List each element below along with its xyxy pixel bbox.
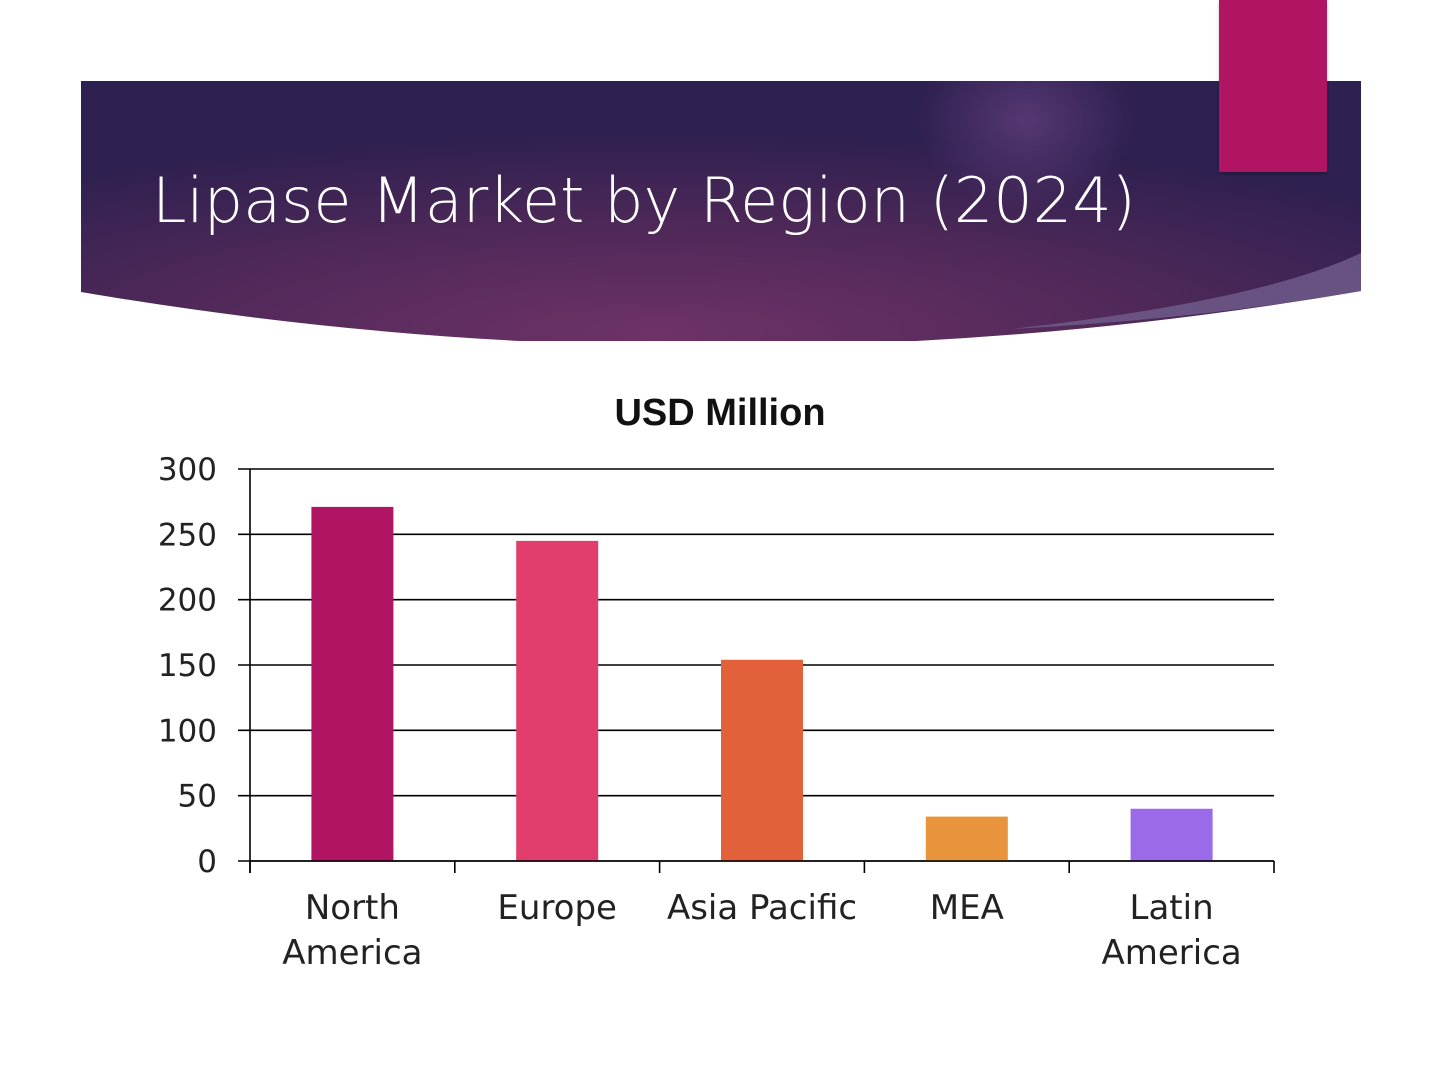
x-category-label: Asia Pacific (667, 888, 857, 928)
x-category-label-line: Asia Pacific (667, 888, 857, 928)
x-category-label-line: North (305, 888, 400, 928)
x-category-label: North America (282, 888, 422, 973)
y-tick-label: 250 (158, 517, 217, 553)
axes (249, 469, 1275, 873)
slide-title: Lipase Market by Region (2024) (152, 164, 1136, 237)
x-category-label-line: Europe (497, 888, 617, 928)
x-category-label: Latin America (1101, 888, 1241, 973)
x-category-label-line: America (1101, 933, 1241, 973)
x-category-label-line: America (282, 933, 422, 973)
title-banner (81, 81, 1361, 341)
bar-asia-pacific (721, 659, 803, 861)
y-tick-label: 200 (158, 583, 217, 619)
bar-europe (516, 540, 599, 861)
x-category-label: MEA (930, 888, 1004, 928)
bar-north-america (311, 506, 394, 861)
labels: 0 50 100 150 200 250 300 North America Europe Asia… (158, 452, 1242, 973)
x-category-label-line: MEA (930, 888, 1004, 928)
bar-latin-america (1130, 808, 1213, 861)
accent-tab (1219, 0, 1327, 172)
y-tick-label: 50 (178, 779, 217, 815)
x-category-label: Europe (497, 888, 617, 928)
y-tick-label: 300 (158, 452, 217, 488)
y-tick-label: 100 (158, 713, 217, 749)
bar-mea (925, 816, 1008, 861)
y-tick-label: 150 (158, 648, 217, 684)
bars (311, 506, 1213, 861)
chart-title: USD Million (614, 392, 825, 434)
y-tick-label: 0 (197, 844, 217, 880)
x-category-label-line: Latin (1130, 888, 1214, 928)
